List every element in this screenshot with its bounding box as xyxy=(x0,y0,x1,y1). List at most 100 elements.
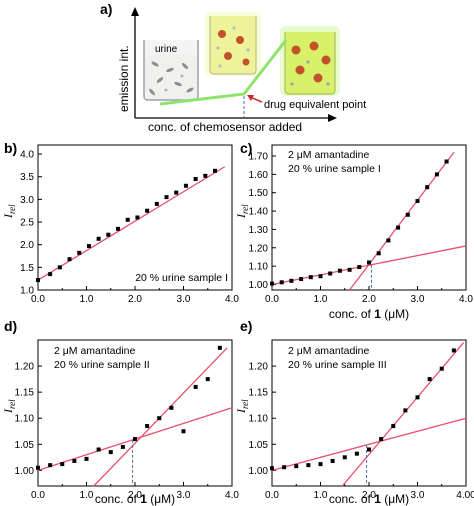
y-axis-label-subscript: rel xyxy=(7,204,17,214)
fit-line xyxy=(271,417,467,471)
data-point xyxy=(203,173,208,178)
data-point xyxy=(337,268,342,273)
data-point xyxy=(57,265,62,270)
data-point xyxy=(379,437,384,442)
data-point xyxy=(289,278,294,283)
data-point xyxy=(279,280,284,285)
data-point xyxy=(444,159,449,164)
y-tick-label: 1.15 xyxy=(249,388,269,399)
data-point xyxy=(72,458,77,463)
y-tick-label: 1.30 xyxy=(249,225,269,236)
beaker-chemosensor-icon xyxy=(205,12,261,76)
data-point xyxy=(354,451,359,456)
x-axis-label-part: 1 xyxy=(374,307,381,321)
y-tick-label: 1.70 xyxy=(249,152,269,163)
data-point xyxy=(36,278,40,283)
x-tick-label: 0.0 xyxy=(31,294,45,305)
data-point xyxy=(77,250,82,255)
data-point xyxy=(154,201,159,206)
x-tick-label: 2.0 xyxy=(362,294,376,305)
data-point xyxy=(60,462,65,467)
x-tick-label: 0.0 xyxy=(265,294,279,305)
y-tick-label: 1.15 xyxy=(15,388,35,399)
x-tick-label: 4.0 xyxy=(225,490,239,501)
data-point xyxy=(96,447,101,452)
y-tick-label: 1.40 xyxy=(249,207,269,218)
panel-annotation-line: 2 μM amantadine xyxy=(288,149,370,161)
y-tick-label: 1.05 xyxy=(249,440,269,451)
data-point xyxy=(213,168,218,173)
y-tick-label: 1.20 xyxy=(15,362,35,373)
data-point xyxy=(145,208,150,213)
y-tick-label: 1.05 xyxy=(15,440,35,451)
data-point xyxy=(205,377,210,382)
data-point xyxy=(403,408,408,413)
x-tick-label: 1.0 xyxy=(80,490,94,501)
y-tick-label: 2.5 xyxy=(20,218,34,229)
data-point xyxy=(299,276,304,281)
data-point xyxy=(270,466,274,471)
panel-label: b) xyxy=(4,140,17,156)
data-point xyxy=(157,416,162,421)
data-point xyxy=(330,458,335,463)
data-point xyxy=(367,447,371,452)
plot-frame xyxy=(37,144,233,291)
data-point xyxy=(48,463,53,468)
data-point xyxy=(396,225,401,230)
data-point xyxy=(439,366,444,371)
data-point xyxy=(36,465,40,470)
beaker-label: urine xyxy=(155,44,178,55)
x-axis-label-part: (μM) xyxy=(381,492,409,506)
panel-label: d) xyxy=(4,318,17,334)
chart-panel-e: 0.0 1.0 2.0 3.0 4.00 1.00 1.05 1.10 1.15 1.20 e) Ir… xyxy=(234,318,474,506)
x-axis-label: conc. of 1 (μM) xyxy=(95,492,175,506)
x-tick-label: 3.0 xyxy=(177,294,191,305)
x-axis-label-part: conc. of xyxy=(329,492,374,506)
y-tick-label: 3.0 xyxy=(20,195,34,206)
y-tick-label: 1.10 xyxy=(15,414,35,425)
x-axis-label: conc. of 1 (μM) xyxy=(329,307,409,321)
data-point xyxy=(183,183,188,188)
data-point xyxy=(96,236,101,241)
y-tick-label: 1.00 xyxy=(249,466,269,477)
data-point xyxy=(282,465,287,470)
x-tick-label: 3.0 xyxy=(177,490,191,501)
data-point xyxy=(133,437,137,442)
fit-line xyxy=(37,166,226,281)
x-tick-label: 3.0 xyxy=(411,490,425,501)
panel-annotation-line: 20 % urine sample III xyxy=(288,359,387,371)
y-tick-label: 1.20 xyxy=(249,243,269,254)
y-tick-label: 2.0 xyxy=(20,240,34,251)
y-tick-label: 3.5 xyxy=(20,172,34,183)
data-point xyxy=(391,424,396,429)
data-point xyxy=(193,384,198,389)
x-tick-label: 4.0 xyxy=(459,294,473,305)
x-tick-label: 2.0 xyxy=(128,294,142,305)
y-tick-label: 1.00 xyxy=(15,466,35,477)
chart-panel-d: 0.0 1.0 2.0 3.0 4.0 1.00 1.05 1.10 1.15 1.20 d) Ire… xyxy=(1,318,239,506)
y-axis-label: Irel xyxy=(1,399,17,414)
panel-annotation-line: 2 μM amantadine xyxy=(288,345,370,357)
data-point xyxy=(367,260,371,265)
data-point xyxy=(386,238,391,243)
schematic-arrowhead-icon xyxy=(247,95,254,101)
x-tick-label: 0.0 xyxy=(265,490,279,501)
x-tick-label: 2.0 xyxy=(362,490,376,501)
data-point xyxy=(174,190,179,195)
data-point xyxy=(425,185,430,190)
schematic-panel-label: a) xyxy=(100,1,112,17)
y-tick-label: 1.10 xyxy=(249,262,269,273)
panel-annotation-line: 2 μM amantadine xyxy=(54,345,136,357)
data-point xyxy=(86,244,91,249)
x-axis-label: conc. of 1 (μM) xyxy=(329,492,409,506)
x-axis-label-part: (μM) xyxy=(381,307,409,321)
x-tick-label: 0.0 xyxy=(31,490,45,501)
y-tick-label: 1.00 xyxy=(249,280,269,291)
data-point xyxy=(415,395,420,400)
x-tick-label: 1.0 xyxy=(314,294,328,305)
y-axis-label-subscript: rel xyxy=(240,204,250,214)
y-tick-label: 1.10 xyxy=(249,414,269,425)
y-tick-label: 1.50 xyxy=(249,188,269,199)
schematic-ylabel: emission int. xyxy=(117,45,131,112)
data-point xyxy=(116,226,121,231)
